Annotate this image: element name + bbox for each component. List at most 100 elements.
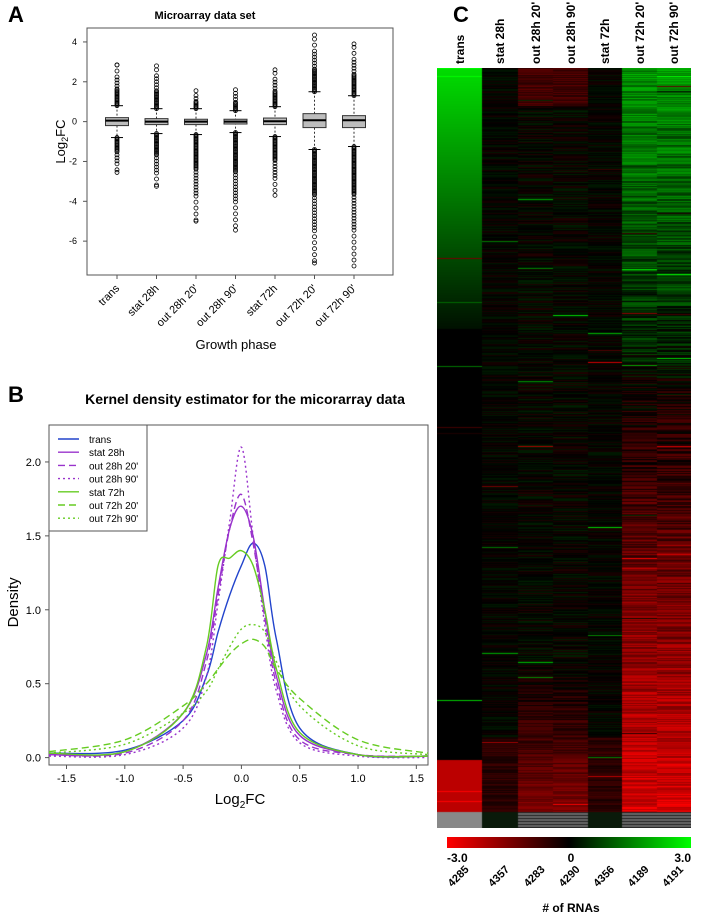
outlier-point (193, 193, 199, 199)
panel-label-a: A (8, 2, 24, 27)
outlier-point (114, 74, 120, 80)
outlier-point (351, 200, 357, 206)
outlier-point (312, 252, 317, 258)
outlier-point (351, 209, 357, 215)
outlier-point (272, 76, 278, 82)
outlier-point (154, 161, 159, 167)
outlier-point (272, 187, 278, 193)
y-tick-label-a: -4 (69, 196, 77, 206)
heatmap-column-header: out 72h 20' (632, 1, 647, 64)
density-line-2 (48, 493, 429, 758)
outlier-point (351, 206, 357, 212)
x-axis-label-a: Growth phase (196, 337, 277, 352)
x-axis-label-b: Log2FC (215, 791, 266, 811)
y-tick-label-a: -6 (69, 236, 77, 246)
outlier-point (154, 63, 159, 69)
outlier-point (233, 99, 238, 105)
density-line-3 (48, 446, 429, 759)
density-line-5 (48, 638, 429, 754)
rna-count-label: 4285 (446, 864, 472, 890)
heatmap-column-header: stat 28h (493, 18, 507, 64)
colorbar (447, 837, 691, 848)
outlier-point (233, 190, 238, 196)
heatmap-column-header: out 28h 20' (528, 1, 543, 64)
outlier-point (154, 170, 159, 176)
outlier-point (114, 68, 120, 74)
outlier-point (193, 88, 199, 94)
outlier-point (312, 240, 317, 246)
outlier-point (312, 198, 317, 204)
outlier-point (233, 223, 238, 229)
outlier-point (193, 187, 199, 193)
rna-count-label: 4290 (557, 864, 583, 890)
outlier-point (193, 169, 199, 175)
outlier-point (193, 178, 199, 184)
outlier-point (312, 54, 317, 60)
heatmap-cells (437, 68, 691, 828)
outlier-point (312, 204, 317, 210)
outlier-point (154, 85, 159, 91)
outlier-point (233, 169, 238, 175)
rna-count-label: 4191 (660, 864, 686, 890)
box (342, 115, 366, 129)
outlier-point (193, 99, 199, 104)
outlier-point (312, 210, 317, 216)
outlier-point (154, 76, 159, 82)
colorbar-mid-label: 0 (568, 851, 575, 865)
outlier-point (233, 217, 238, 223)
outlier-point (351, 197, 357, 203)
y-tick-label-b: 1.5 (26, 531, 41, 543)
outlier-point (114, 167, 120, 173)
colorbar-max-label: 3.0 (674, 851, 691, 865)
outlier-point (351, 245, 357, 251)
outlier-point (312, 216, 317, 222)
density-line-6 (48, 623, 429, 756)
outlier-point (233, 211, 238, 217)
outlier-point (114, 161, 120, 167)
outlier-point (154, 164, 159, 170)
y-tick-label-b: 0.0 (26, 753, 41, 765)
outlier-point (351, 257, 357, 263)
y-axis-label-a: Log2FC (53, 120, 70, 164)
outlier-point (351, 239, 357, 245)
outlier-point (312, 63, 317, 69)
outlier-point (312, 57, 317, 63)
outlier-point (154, 152, 159, 158)
heatmap-column-header: out 72h 90' (667, 1, 681, 64)
outlier-point (114, 86, 120, 92)
outlier-point (351, 44, 357, 50)
outlier-point (272, 85, 278, 91)
outlier-point (351, 41, 357, 47)
density-line-1 (48, 505, 429, 758)
legend-box (48, 424, 148, 532)
heatmap-column-header: out 28h 90' (563, 1, 578, 64)
outlier-point (351, 224, 357, 230)
x-tick-label-a: out 28h 90' (194, 283, 241, 330)
outlier-point (154, 182, 159, 188)
outlier-point (272, 67, 278, 73)
outlier-point (233, 175, 238, 181)
rna-count-label: 4356 (591, 864, 617, 890)
outlier-point (233, 205, 238, 211)
heatmap-column-header: stat 72h (598, 18, 612, 64)
outlier-point (351, 263, 357, 269)
outlier-point (233, 96, 238, 102)
y-tick-label-b: 2.0 (26, 457, 41, 469)
plot-frame-a (86, 27, 394, 276)
x-tick-label-b: -0.5 (174, 773, 193, 785)
outlier-point (193, 172, 199, 178)
outlier-point (351, 68, 357, 74)
outlier-point (114, 83, 120, 89)
outlier-point (272, 70, 278, 76)
outlier-point (272, 173, 278, 178)
outlier-point (272, 192, 278, 198)
outlier-point (312, 219, 317, 225)
outlier-point (233, 227, 238, 233)
y-tick-label-a: 0 (72, 117, 77, 127)
outlier-point (312, 66, 317, 72)
outlier-point (233, 178, 238, 184)
y-tick-label-b: 1.0 (26, 605, 41, 617)
outlier-point (154, 155, 159, 161)
x-tick-label-a: stat 28h (125, 283, 161, 319)
